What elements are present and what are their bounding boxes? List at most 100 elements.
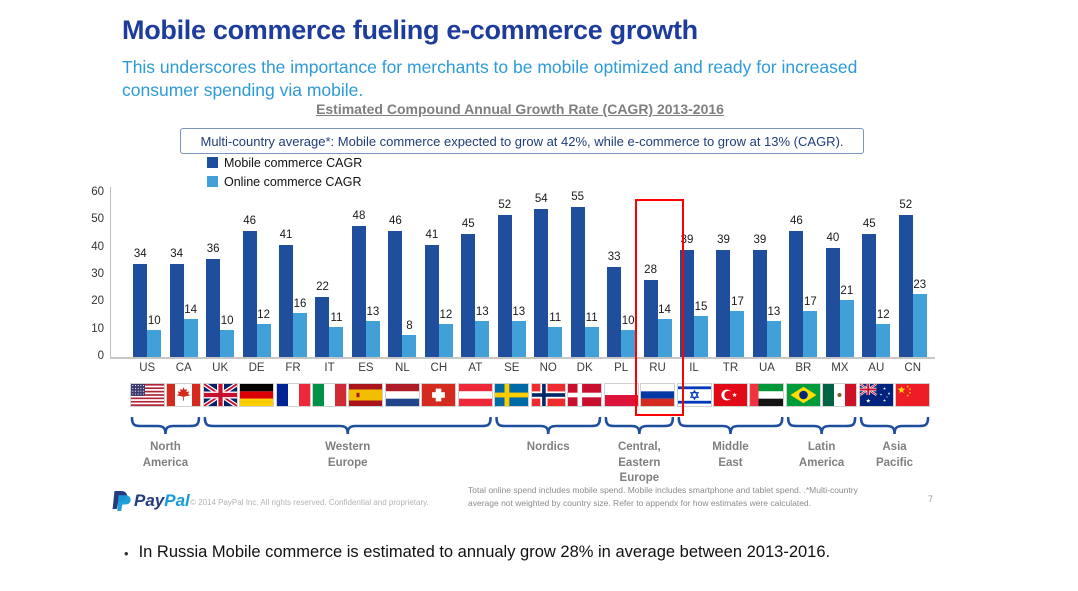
bar-mobile-de xyxy=(242,231,257,357)
bar-mobile-it xyxy=(315,296,330,357)
value-label-mobile-us: 34 xyxy=(133,248,147,261)
flag-cell-uk xyxy=(202,383,238,407)
flag-cell-at xyxy=(457,383,493,407)
flag-fr-icon xyxy=(275,383,311,407)
y-tick-50: 50 xyxy=(91,213,104,226)
flags-row xyxy=(129,383,931,407)
flag-se-icon xyxy=(494,383,530,407)
flag-cell-fr xyxy=(275,383,311,407)
value-label-online-nl: 8 xyxy=(406,320,413,333)
bar-mobile-nl xyxy=(388,231,403,357)
value-label-mobile-ua: 39 xyxy=(753,234,767,247)
country-label-ru: RU xyxy=(649,362,666,374)
y-tick-0: 0 xyxy=(97,350,104,362)
flag-cell-dk xyxy=(566,383,603,407)
paypal-wordmark: PayPal xyxy=(134,491,190,511)
chart-column-ru: 28 14 xyxy=(639,193,675,357)
x-axis-line xyxy=(110,357,935,359)
value-label-mobile-fr: 41 xyxy=(279,228,293,241)
region-label-nordics: Nordics xyxy=(526,441,570,453)
bar-online-ch xyxy=(438,324,453,357)
country-label-au: AU xyxy=(868,362,885,374)
region-brace-central-eastern-europe xyxy=(604,417,675,435)
flag-cell-no xyxy=(530,383,566,407)
flag-cell-ua xyxy=(749,383,785,407)
bar-mobile-mx xyxy=(825,247,840,357)
country-label-no: NO xyxy=(539,362,557,374)
country-label-dk: DK xyxy=(576,362,593,374)
flag-uk-icon xyxy=(202,383,238,407)
value-label-online-pl: 10 xyxy=(621,314,635,327)
bar-online-no xyxy=(548,326,563,357)
y-axis-line xyxy=(110,187,111,357)
flag-cell-es xyxy=(348,383,384,407)
value-label-online-mx: 21 xyxy=(840,284,854,297)
region-brace-western-europe xyxy=(203,417,492,435)
bar-online-cn xyxy=(912,294,927,357)
flag-nl-icon xyxy=(384,383,420,407)
country-label-es: ES xyxy=(358,362,374,374)
chart-column-ch: 41 12 xyxy=(421,193,457,357)
callout-text: Multi-country average*: Mobile commerce … xyxy=(200,133,844,149)
chart-column-dk: 55 11 xyxy=(566,190,602,357)
bar-mobile-dk xyxy=(570,206,585,357)
wordmark-pal: Pal xyxy=(164,491,190,510)
flag-cell-pl xyxy=(603,383,639,407)
value-label-online-us: 10 xyxy=(147,314,161,327)
chart-column-br: 46 17 xyxy=(785,193,821,357)
value-label-online-es: 13 xyxy=(366,306,380,319)
bar-online-es xyxy=(365,321,380,357)
bar-mobile-at xyxy=(461,234,476,357)
bar-mobile-ua xyxy=(752,250,767,357)
bar-online-uk xyxy=(220,329,235,357)
value-label-mobile-ch: 41 xyxy=(425,228,439,241)
country-label-uk: UK xyxy=(212,362,229,374)
value-label-online-ru: 14 xyxy=(658,303,671,316)
value-label-online-at: 13 xyxy=(475,306,489,319)
value-label-mobile-dk: 55 xyxy=(571,190,585,203)
y-tick-60: 60 xyxy=(91,186,104,198)
region-brace-north-america xyxy=(130,417,201,435)
legend-swatch-icon xyxy=(207,157,218,168)
flag-cell-ca xyxy=(165,383,202,407)
value-label-mobile-es: 48 xyxy=(352,209,366,222)
legend-label: Mobile commerce CAGR xyxy=(224,155,363,170)
country-label-mx: MX xyxy=(831,362,849,374)
flag-cell-tr xyxy=(712,383,748,407)
bar-mobile-pl xyxy=(607,266,622,357)
bar-mobile-tr xyxy=(716,250,731,357)
bar-mobile-se xyxy=(497,214,512,357)
chart-column-pl: 33 10 xyxy=(603,193,639,357)
value-label-online-cn: 23 xyxy=(913,279,927,292)
bar-mobile-fr xyxy=(279,244,294,357)
wordmark-pay: Pay xyxy=(134,491,165,510)
value-label-mobile-at: 45 xyxy=(461,218,475,230)
country-label-us: US xyxy=(139,362,156,374)
bar-mobile-cn xyxy=(898,214,913,357)
value-label-online-ch: 12 xyxy=(439,309,453,322)
paypal-mark-icon xyxy=(112,491,131,511)
flag-cell-us xyxy=(129,383,165,407)
region-brace-latin-america xyxy=(786,417,857,435)
chart-column-ua: 39 13 xyxy=(749,193,785,357)
value-label-mobile-no: 54 xyxy=(534,193,548,206)
region-label-western-europe: Western Europe xyxy=(325,441,371,469)
bar-online-se xyxy=(511,321,526,357)
country-label-it: IT xyxy=(324,362,335,374)
flag-cell-br xyxy=(785,383,821,407)
bar-online-fr xyxy=(293,313,308,357)
y-tick-30: 30 xyxy=(91,268,104,280)
callout-box: Multi-country average*: Mobile commerce … xyxy=(180,128,864,154)
flag-cell-se xyxy=(494,383,530,407)
chart-column-de: 46 12 xyxy=(238,193,274,357)
country-label-de: DE xyxy=(248,362,265,374)
flag-il-icon xyxy=(676,383,712,407)
value-label-mobile-it: 22 xyxy=(316,280,329,293)
bar-mobile-ca xyxy=(169,264,184,357)
region-label-latin-america: Latin America xyxy=(798,441,845,469)
chart-column-it: 22 11 xyxy=(311,193,347,357)
flag-no-icon xyxy=(530,383,566,407)
chart-column-us: 34 10 xyxy=(129,193,165,357)
flag-cell-au xyxy=(858,383,894,407)
region-braces xyxy=(130,417,930,435)
